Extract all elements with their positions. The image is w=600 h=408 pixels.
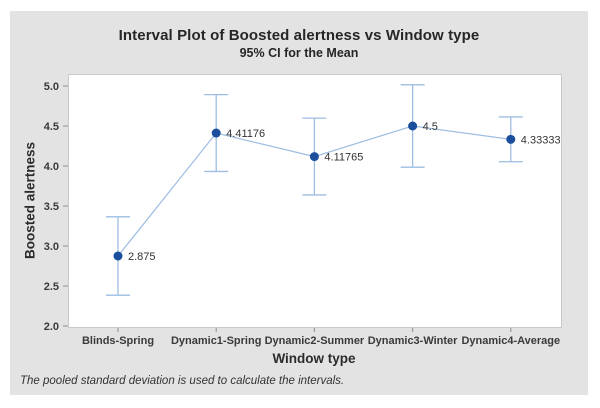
mean-value-label: 4.5: [423, 121, 438, 133]
mean-marker: [309, 152, 319, 162]
mean-marker: [506, 134, 516, 144]
y-tick-label: 4.0: [44, 161, 59, 173]
mean-marker: [408, 121, 418, 131]
mean-value-label: 4.33333: [521, 134, 561, 146]
x-axis-title: Window type: [272, 351, 356, 366]
mean-marker: [113, 251, 123, 261]
chart-subtitle: 95% CI for the Mean: [239, 46, 359, 60]
mean-value-label: 4.11765: [324, 152, 363, 164]
y-tick-label: 3.0: [44, 241, 59, 253]
x-tick-label: Dynamic1-Spring: [171, 335, 261, 347]
y-tick-label: 3.5: [44, 201, 59, 213]
mean-marker: [211, 128, 221, 138]
x-tick-label: Blinds-Spring: [82, 335, 154, 347]
mean-value-label: 4.41176: [226, 128, 265, 140]
y-tick-label: 2.0: [44, 321, 59, 333]
y-axis-title: Boosted alertness: [22, 141, 38, 260]
x-tick-label: Dynamic3-Winter: [368, 335, 458, 347]
x-tick-label: Dynamic4-Average: [461, 335, 560, 347]
y-tick-label: 4.5: [44, 121, 59, 133]
y-tick-label: 2.5: [44, 281, 59, 293]
x-tick-label: Dynamic2-Summer: [265, 335, 365, 347]
mean-value-label: 2.875: [128, 251, 156, 263]
pooled-sd-footnote: The pooled standard deviation is used to…: [20, 375, 345, 387]
y-tick-label: 5.0: [44, 81, 59, 93]
chart-title: Interval Plot of Boosted alertness vs Wi…: [118, 27, 480, 44]
plot-area: [68, 74, 562, 328]
